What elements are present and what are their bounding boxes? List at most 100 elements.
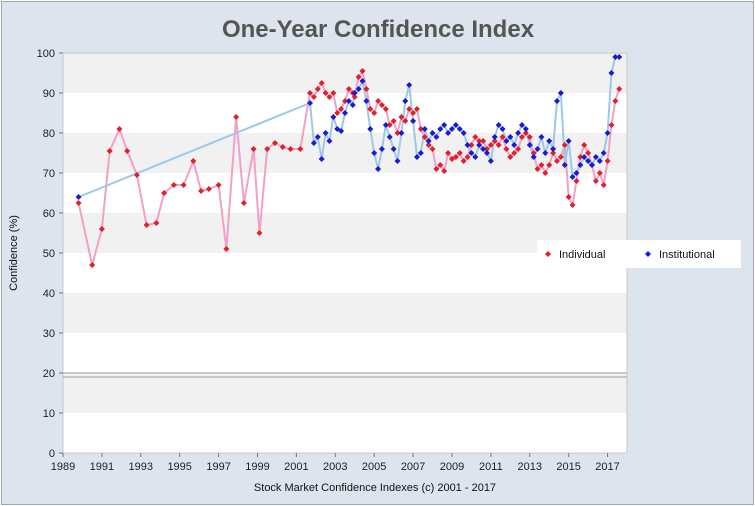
data-point-individual	[398, 114, 405, 120]
data-point-individual	[565, 194, 572, 200]
data-point-individual	[507, 154, 514, 160]
data-point-individual	[351, 94, 358, 100]
data-point-institutional	[394, 158, 401, 164]
data-point-individual	[98, 226, 105, 232]
data-point-institutional	[483, 150, 490, 156]
data-point-institutional	[472, 154, 479, 160]
data-point-institutional	[604, 130, 611, 136]
data-point-institutional	[441, 122, 448, 128]
data-point-institutional	[608, 70, 615, 76]
data-point-individual	[480, 138, 487, 144]
data-point-individual	[240, 200, 247, 206]
grid-band	[63, 253, 627, 293]
data-point-individual	[250, 146, 257, 152]
data-point-institutional	[553, 98, 560, 104]
data-point-institutional	[437, 126, 444, 132]
data-point-institutional	[359, 78, 366, 84]
data-point-individual	[306, 90, 313, 96]
data-point-individual	[334, 110, 341, 116]
data-point-individual	[557, 154, 564, 160]
data-point-institutional	[421, 126, 428, 132]
data-point-individual	[542, 170, 549, 176]
data-point-individual	[464, 154, 471, 160]
legend-label-institutional: Institutional	[659, 249, 715, 261]
x-tick-label: 1999	[245, 461, 269, 473]
data-point-individual	[456, 150, 463, 156]
data-point-institutional	[355, 86, 362, 92]
data-point-institutional	[538, 134, 545, 140]
x-tick-label: 1997	[206, 461, 230, 473]
chart-title: One-Year Confidence Index	[222, 16, 535, 43]
data-point-institutional	[495, 122, 502, 128]
data-point-individual	[133, 172, 140, 178]
data-point-individual	[616, 86, 623, 92]
data-point-institutional	[322, 130, 329, 136]
data-point-individual	[604, 158, 611, 164]
y-tick-label: 30	[43, 328, 55, 340]
data-point-individual	[264, 146, 271, 152]
data-point-individual	[608, 122, 615, 128]
data-point-individual	[526, 134, 533, 140]
data-point-individual	[106, 148, 113, 154]
data-point-institutional	[557, 90, 564, 96]
data-point-individual	[596, 170, 603, 176]
data-point-individual	[359, 68, 366, 74]
data-point-institutional	[363, 98, 370, 104]
grid-band	[63, 53, 627, 93]
data-point-individual	[503, 146, 510, 152]
x-tick-label: 2017	[595, 461, 619, 473]
data-point-institutional	[522, 126, 529, 132]
data-point-individual	[143, 222, 150, 228]
data-point-individual	[511, 150, 518, 156]
data-point-institutional	[310, 140, 317, 146]
data-point-institutional	[390, 146, 397, 152]
data-point-individual	[421, 134, 428, 140]
data-point-individual	[561, 142, 568, 148]
data-point-individual	[190, 158, 197, 164]
data-point-individual	[394, 130, 401, 136]
data-point-individual	[378, 102, 385, 108]
data-point-institutional	[577, 162, 584, 168]
data-point-institutional	[468, 150, 475, 156]
y-tick-label: 20	[43, 368, 55, 380]
data-point-individual	[89, 262, 96, 268]
x-tick-label: 2011	[479, 461, 503, 473]
data-point-individual	[483, 146, 490, 152]
data-point-institutional	[460, 130, 467, 136]
data-point-individual	[297, 146, 304, 152]
data-point-individual	[363, 86, 370, 92]
data-point-institutional	[386, 134, 393, 140]
data-point-institutional	[565, 138, 572, 144]
data-point-individual	[406, 106, 413, 112]
x-tick-label: 1989	[51, 461, 75, 473]
y-tick-label: 10	[43, 408, 55, 420]
data-point-institutional	[345, 98, 352, 104]
data-point-individual	[371, 110, 378, 116]
data-point-individual	[279, 144, 286, 150]
data-point-institutional	[371, 150, 378, 156]
data-point-individual	[417, 126, 424, 132]
data-point-institutional	[464, 142, 471, 148]
x-tick-label: 2007	[401, 461, 425, 473]
data-point-institutional	[314, 134, 321, 140]
x-tick-label: 2001	[284, 461, 308, 473]
data-point-individual	[153, 220, 160, 226]
data-point-institutional	[596, 158, 603, 164]
data-point-individual	[256, 230, 263, 236]
data-point-individual	[460, 158, 467, 164]
x-tick-label: 2003	[323, 461, 347, 473]
data-point-individual	[205, 186, 212, 192]
legend-marker-institutional	[645, 251, 651, 257]
data-point-individual	[367, 106, 374, 112]
x-axis-title: Stock Market Confidence Indexes (c) 2001…	[254, 482, 496, 494]
y-tick-label: 80	[43, 128, 55, 140]
data-point-individual	[386, 122, 393, 128]
data-point-individual	[330, 90, 337, 96]
grid-band	[63, 293, 627, 333]
grid-band	[63, 373, 627, 413]
data-point-individual	[233, 114, 240, 120]
x-tick-label: 1991	[90, 461, 114, 473]
grid-band	[63, 413, 627, 453]
data-point-institutional	[616, 54, 623, 60]
